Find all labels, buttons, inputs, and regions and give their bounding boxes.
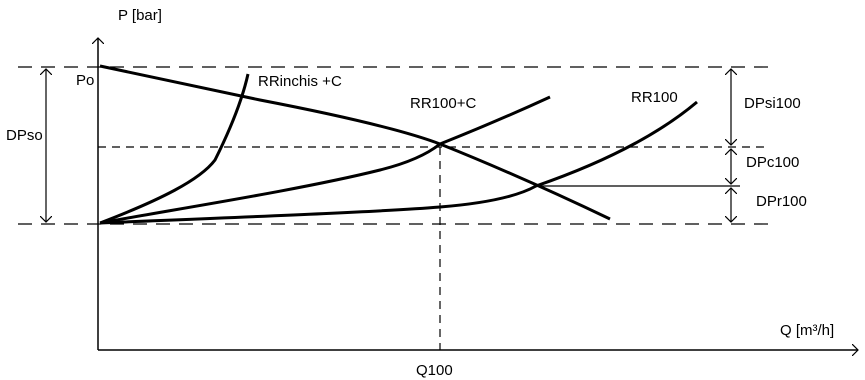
rr100-label: RR100 — [631, 89, 678, 106]
rr100-curve — [99, 100, 698, 225]
y-axis-label: P [bar] — [118, 7, 162, 24]
po-label: Po — [76, 72, 94, 89]
rr100c-curve — [99, 95, 551, 225]
dpr100-label: DPr100 — [756, 193, 807, 210]
dpso-label: DPso — [6, 127, 43, 144]
q100-label: Q100 — [416, 362, 453, 379]
dpc100-label: DPc100 — [746, 154, 799, 171]
dpsi100-label: DPsi100 — [744, 95, 801, 112]
x-axis-label: Q [m³/h] — [780, 322, 834, 339]
rr100c-label: RR100+C — [410, 95, 476, 112]
rrinchis-curve — [99, 73, 250, 225]
rrinchis-label: RRinchis +C — [258, 73, 342, 90]
pump-curve — [99, 64, 611, 221]
